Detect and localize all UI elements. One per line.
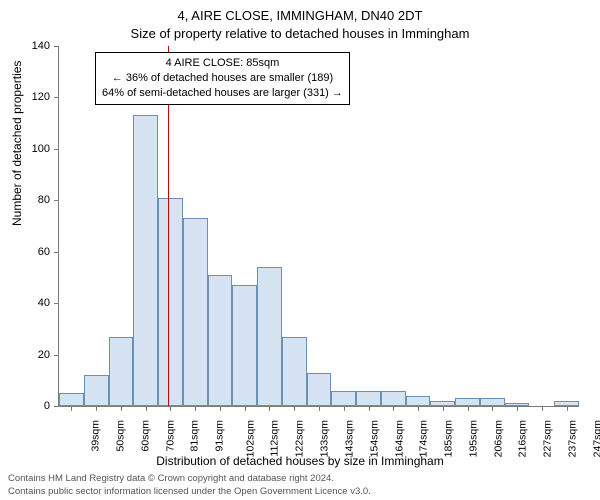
x-tick-label: 81sqm: [189, 420, 201, 452]
x-tick-label: 216sqm: [517, 420, 529, 457]
footer-line2: Contains public sector information licen…: [8, 486, 371, 498]
x-tick: [344, 406, 345, 411]
y-tick: [54, 149, 59, 150]
x-tick: [542, 406, 543, 411]
x-tick-label: 60sqm: [139, 420, 151, 452]
x-tick-label: 143sqm: [343, 420, 355, 457]
x-tick: [71, 406, 72, 411]
y-tick-label: 140: [20, 40, 50, 52]
x-tick: [121, 406, 122, 411]
chart-title-description: Size of property relative to detached ho…: [0, 26, 600, 41]
plot-area: 4 AIRE CLOSE: 85sqm ← 36% of detached ho…: [58, 46, 579, 407]
x-tick: [418, 406, 419, 411]
chart-title-address: 4, AIRE CLOSE, IMMINGHAM, DN40 2DT: [0, 8, 600, 23]
x-tick-label: 247sqm: [591, 420, 600, 457]
x-tick-label: 102sqm: [244, 420, 256, 457]
y-tick-label: 120: [20, 91, 50, 103]
x-tick-label: 112sqm: [268, 420, 280, 457]
x-tick-label: 91sqm: [214, 420, 226, 452]
histogram-bar: [183, 218, 208, 406]
histogram-bar: [257, 267, 282, 406]
x-tick: [492, 406, 493, 411]
x-tick: [319, 406, 320, 411]
x-tick: [269, 406, 270, 411]
histogram-bar: [307, 373, 332, 406]
x-tick-label: 133sqm: [319, 420, 331, 457]
y-tick-label: 60: [20, 246, 50, 258]
histogram-bar: [232, 285, 257, 406]
histogram-bar: [84, 375, 109, 406]
x-tick-label: 227sqm: [541, 420, 553, 457]
x-tick-label: 195sqm: [467, 420, 479, 457]
x-tick: [294, 406, 295, 411]
y-tick: [54, 97, 59, 98]
y-tick: [54, 200, 59, 201]
histogram-bar: [158, 198, 183, 406]
y-tick-label: 80: [20, 194, 50, 206]
y-tick-label: 100: [20, 143, 50, 155]
info-box-line1: 4 AIRE CLOSE: 85sqm: [102, 56, 343, 71]
y-tick-label: 0: [20, 400, 50, 412]
x-tick: [170, 406, 171, 411]
property-info-box: 4 AIRE CLOSE: 85sqm ← 36% of detached ho…: [95, 52, 350, 105]
chart-container: 4, AIRE CLOSE, IMMINGHAM, DN40 2DT Size …: [0, 0, 600, 500]
x-tick-label: 206sqm: [492, 420, 504, 457]
x-tick-label: 164sqm: [393, 420, 405, 457]
info-box-line2: ← 36% of detached houses are smaller (18…: [102, 71, 343, 86]
histogram-bar: [208, 275, 233, 406]
histogram-bar: [59, 393, 84, 406]
histogram-bar: [109, 337, 134, 406]
y-tick: [54, 46, 59, 47]
y-tick: [54, 252, 59, 253]
info-box-line3: 64% of semi-detached houses are larger (…: [102, 86, 343, 101]
x-tick: [195, 406, 196, 411]
y-tick: [54, 303, 59, 304]
x-tick: [220, 406, 221, 411]
histogram-bar: [455, 398, 480, 406]
histogram-bar: [381, 391, 406, 406]
histogram-bar: [480, 398, 505, 406]
footer-attribution: Contains HM Land Registry data © Crown c…: [8, 473, 371, 498]
x-tick-label: 39sqm: [90, 420, 102, 452]
x-tick-label: 237sqm: [566, 420, 578, 457]
y-tick-label: 20: [20, 349, 50, 361]
x-tick-label: 174sqm: [418, 420, 430, 457]
x-tick-label: 154sqm: [368, 420, 380, 457]
x-tick: [567, 406, 568, 411]
x-tick-label: 122sqm: [294, 420, 306, 457]
x-tick: [468, 406, 469, 411]
x-tick: [393, 406, 394, 411]
x-tick: [517, 406, 518, 411]
footer-line1: Contains HM Land Registry data © Crown c…: [8, 473, 371, 485]
x-tick-label: 70sqm: [164, 420, 176, 452]
histogram-bar: [331, 391, 356, 406]
histogram-bar: [406, 396, 431, 406]
histogram-bar: [133, 115, 158, 406]
x-tick: [245, 406, 246, 411]
histogram-bar: [356, 391, 381, 406]
y-tick-label: 40: [20, 297, 50, 309]
y-tick: [54, 355, 59, 356]
y-tick: [54, 406, 59, 407]
x-tick: [96, 406, 97, 411]
x-tick: [146, 406, 147, 411]
x-tick: [443, 406, 444, 411]
histogram-bar: [282, 337, 307, 406]
x-tick-label: 185sqm: [442, 420, 454, 457]
x-tick-label: 50sqm: [115, 420, 127, 452]
x-tick: [369, 406, 370, 411]
